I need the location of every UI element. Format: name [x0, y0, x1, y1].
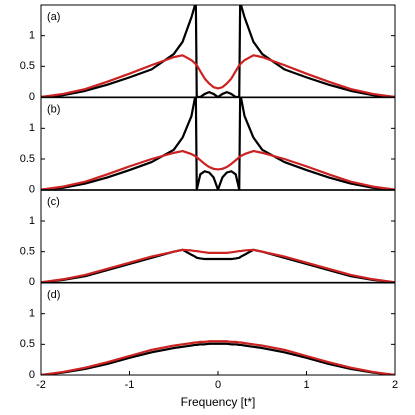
x-tick-label: 1 [303, 379, 309, 391]
panel-label: (b) [47, 104, 60, 116]
y-tick-label: 0.5 [20, 60, 35, 72]
y-tick-label: 1 [29, 122, 35, 134]
y-tick-label: 0.5 [20, 246, 35, 258]
y-tick-label: 0 [29, 369, 35, 381]
y-tick-label: 0.5 [20, 153, 35, 165]
panel-label: (d) [47, 289, 60, 301]
panel-frame [40, 4, 396, 98]
panel-frame [40, 97, 396, 191]
x-axis-label: Frequency [t*] [181, 395, 256, 409]
series-line [41, 342, 395, 376]
series-line [41, 340, 395, 376]
series-line [41, 248, 395, 283]
panel-label: (c) [47, 196, 60, 208]
y-tick-label: 0.5 [20, 338, 35, 350]
series-line [41, 5, 395, 97]
y-tick-label: 0 [29, 276, 35, 288]
y-tick-label: 0 [29, 184, 35, 196]
x-tick-label: -2 [36, 379, 46, 391]
y-tick-label: 1 [29, 215, 35, 227]
series-line [41, 54, 395, 97]
x-tick-label: 2 [392, 379, 398, 391]
x-tick-label: -1 [125, 379, 135, 391]
series-line [41, 248, 395, 283]
panel-label: (a) [47, 11, 60, 23]
x-tick-label: 0 [215, 379, 221, 391]
y-tick-label: 1 [29, 30, 35, 42]
y-tick-label: 1 [29, 308, 35, 320]
y-tick-label: 0 [29, 91, 35, 103]
series-line [41, 149, 395, 190]
series-line [41, 97, 395, 190]
panel-frame [40, 282, 396, 376]
panel-frame [40, 189, 396, 283]
